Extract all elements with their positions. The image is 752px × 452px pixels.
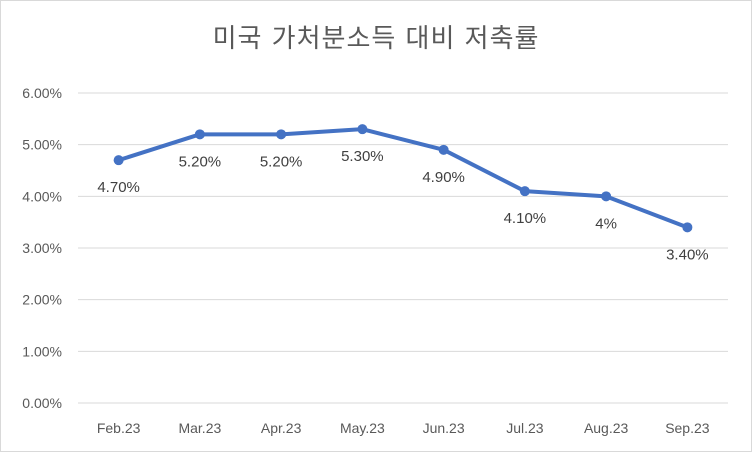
- x-tick-label: Apr.23: [261, 420, 302, 436]
- series-line-path: [116, 127, 690, 230]
- data-point-marker: [194, 129, 205, 140]
- data-label: 5.20%: [179, 153, 222, 170]
- data-label: 4.90%: [422, 169, 465, 186]
- data-label: 4%: [595, 215, 617, 232]
- y-tick-label: 6.00%: [22, 85, 62, 101]
- data-label: 4.70%: [97, 179, 140, 196]
- data-labels: 4.70% 5.20% 5.20% 5.30% 4.90% 4.10% 4% 3.40%: [97, 148, 708, 263]
- y-tick-label: 4.00%: [22, 188, 62, 204]
- x-tick-label: Sep.23: [665, 420, 710, 436]
- chart-title: 미국 가처분소득 대비 저축률: [212, 24, 540, 54]
- data-label: 4.10%: [504, 210, 547, 227]
- data-point-marker: [438, 144, 449, 155]
- y-tick-label: 3.00%: [22, 240, 62, 256]
- data-label: 5.20%: [260, 153, 303, 170]
- x-tick-label: May.23: [340, 420, 385, 436]
- data-point-marker: [601, 191, 612, 202]
- data-label: 3.40%: [666, 246, 709, 263]
- x-tick-label: Mar.23: [178, 420, 221, 436]
- x-tick-label: Jul.23: [506, 420, 544, 436]
- data-point-marker: [113, 155, 124, 166]
- data-point-marker: [682, 222, 693, 233]
- x-axis-ticks: Feb.23 Mar.23 Apr.23 May.23 Jun.23 Jul.23 Aug.…: [97, 420, 710, 436]
- y-tick-label: 0.00%: [22, 395, 62, 411]
- data-point-marker: [276, 129, 287, 140]
- gridlines: [78, 92, 728, 404]
- data-point-marker: [357, 124, 368, 135]
- x-tick-label: Feb.23: [97, 420, 141, 436]
- y-axis-ticks: 0.00% 1.00% 2.00% 3.00% 4.00% 5.00% 6.00%: [22, 85, 62, 411]
- data-point-marker: [519, 186, 530, 197]
- y-tick-label: 1.00%: [22, 343, 62, 359]
- data-label: 5.30%: [341, 148, 384, 165]
- series-line: [113, 124, 693, 233]
- y-tick-label: 2.00%: [22, 292, 62, 308]
- y-tick-label: 5.00%: [22, 137, 62, 153]
- x-tick-label: Jun.23: [423, 420, 465, 436]
- x-tick-label: Aug.23: [584, 420, 629, 436]
